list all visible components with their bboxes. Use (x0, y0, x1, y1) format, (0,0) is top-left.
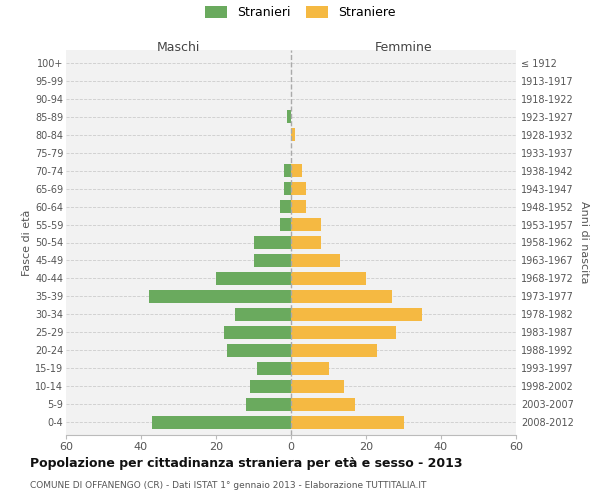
Bar (291, 164, 302, 177)
Bar (291, 344, 377, 357)
Bar (291, 326, 396, 339)
Bar (257, 362, 291, 375)
Text: Popolazione per cittadinanza straniera per età e sesso - 2013: Popolazione per cittadinanza straniera p… (30, 458, 463, 470)
Bar (227, 344, 291, 357)
Bar (291, 380, 343, 393)
Bar (280, 218, 291, 232)
Y-axis label: Anni di nascita: Anni di nascita (579, 201, 589, 284)
Bar (291, 308, 422, 321)
Bar (291, 416, 404, 429)
Text: COMUNE DI OFFANENGO (CR) - Dati ISTAT 1° gennaio 2013 - Elaborazione TUTTITALIA.: COMUNE DI OFFANENGO (CR) - Dati ISTAT 1°… (30, 481, 427, 490)
Bar (291, 254, 340, 267)
Bar (254, 254, 291, 267)
Bar (235, 308, 291, 321)
Bar (291, 182, 306, 196)
Bar (152, 416, 291, 429)
Bar (291, 362, 329, 375)
Bar (291, 272, 366, 285)
Bar (250, 380, 291, 393)
Bar (291, 398, 355, 411)
Legend: Stranieri, Straniere: Stranieri, Straniere (205, 6, 395, 19)
Bar (291, 128, 295, 141)
Bar (284, 164, 291, 177)
Bar (291, 290, 392, 303)
Bar (291, 218, 321, 232)
Bar (223, 326, 291, 339)
Bar (287, 110, 291, 124)
Bar (246, 398, 291, 411)
Bar (216, 272, 291, 285)
Bar (149, 290, 291, 303)
Bar (280, 200, 291, 213)
Bar (291, 200, 306, 213)
Bar (254, 236, 291, 249)
Y-axis label: Fasce di età: Fasce di età (22, 210, 32, 276)
Bar (284, 182, 291, 196)
Text: Maschi: Maschi (157, 40, 200, 54)
Text: Femmine: Femmine (374, 40, 433, 54)
Bar (291, 236, 321, 249)
